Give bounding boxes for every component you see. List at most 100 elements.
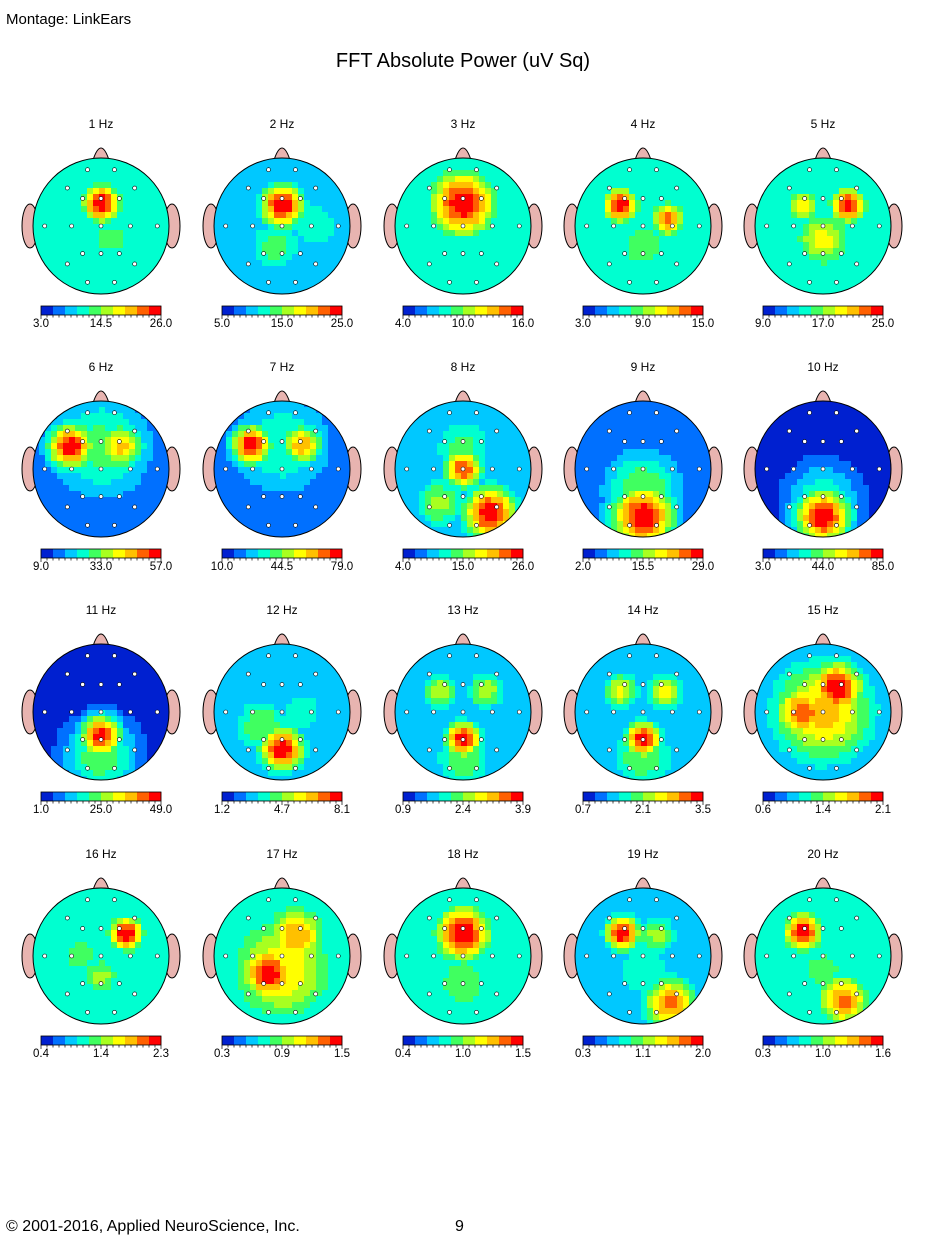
electrode-dot (674, 915, 679, 921)
scale-tick-label: 10.0 (451, 318, 475, 330)
map-frequency-label: 20 Hz (807, 847, 839, 861)
electrode-dot (442, 926, 447, 931)
electrode-dot (298, 981, 303, 986)
electrode-dot (654, 897, 659, 902)
electrode-dot (474, 653, 479, 658)
electrode-dot (654, 653, 659, 658)
electrode-dot (474, 523, 479, 528)
electrode-dot (279, 223, 285, 229)
electrode-dot (98, 196, 104, 201)
electrode-dot (98, 709, 104, 715)
electrode-dot (98, 953, 104, 959)
electrode-dot (98, 981, 104, 986)
electrode-dot (250, 466, 255, 472)
electrode-dot (442, 494, 447, 499)
map-frequency-label: 17 Hz (266, 847, 298, 861)
electrode-dot (80, 981, 85, 986)
montage-label: Montage: LinkEars (6, 11, 132, 28)
electrode-dot (65, 671, 70, 677)
electrode-dot (627, 410, 632, 415)
head-map (383, 390, 543, 562)
electrode-dot (787, 915, 792, 921)
electrode-dot (98, 223, 104, 229)
electrode-dot (584, 223, 589, 229)
electrode-dot (640, 439, 646, 444)
electrode-dot (659, 926, 664, 931)
scale-tick-label: 1.1 (635, 1048, 651, 1060)
electrode-dot (791, 953, 796, 959)
electrode-dot (697, 223, 702, 229)
electrode-dot (839, 682, 844, 687)
color-scale-bar (762, 548, 884, 562)
electrode-dot (820, 439, 826, 444)
electrode-dot (622, 196, 627, 201)
head-map (202, 147, 362, 319)
electrode-dot (674, 671, 679, 677)
map-frequency-label: 14 Hz (627, 603, 659, 617)
electrode-dot (460, 494, 466, 499)
electrode-dot (834, 167, 839, 172)
electrode-dot (431, 953, 436, 959)
electrode-dot (791, 709, 796, 715)
electrode-dot (474, 410, 479, 415)
head-outline (754, 400, 892, 538)
electrode-dot (85, 410, 90, 415)
electrode-dot (246, 991, 251, 997)
electrode-dot (223, 466, 228, 472)
electrode-dot (517, 223, 522, 229)
head-outline (394, 400, 532, 538)
head-map (202, 390, 362, 562)
electrode-dot (117, 737, 122, 742)
electrode-dot (427, 428, 432, 434)
electrode-dot (298, 439, 303, 444)
scale-tick-label: 1.2 (214, 804, 230, 816)
scale-tick-label: 26.0 (511, 561, 535, 573)
electrode-dot (659, 251, 664, 256)
color-scale-bar (221, 1035, 343, 1049)
scale-tick-label: 4.0 (395, 561, 411, 573)
electrode-dot (246, 261, 251, 267)
electrode-dot (479, 682, 484, 687)
color-scale-bar (221, 305, 343, 319)
electrode-dot (42, 223, 47, 229)
electrode-dot (877, 466, 882, 472)
scale-tick-label: 2.0 (695, 1048, 711, 1060)
electrode-dot (479, 251, 484, 256)
head-outline (394, 643, 532, 781)
electrode-dot (298, 737, 303, 742)
electrode-dot (85, 897, 90, 902)
head-outline (754, 643, 892, 781)
electrode-dot (246, 747, 251, 753)
electrode-dot (427, 504, 432, 510)
electrode-dot (802, 196, 807, 201)
electrode-dot (279, 196, 285, 201)
electrode-dot (80, 439, 85, 444)
page-title: FFT Absolute Power (uV Sq) (335, 50, 591, 72)
electrode-dot (611, 223, 616, 229)
electrode-dot (112, 766, 117, 771)
electrode-dot (266, 897, 271, 902)
electrode-dot (42, 709, 47, 715)
head-outline (574, 887, 712, 1025)
head-outline (213, 157, 351, 295)
electrode-dot (261, 737, 266, 742)
electrode-dot (640, 466, 646, 472)
electrode-dot (117, 196, 122, 201)
scale-tick-label: 85.0 (871, 561, 895, 573)
scale-tick-label: 15.0 (451, 561, 475, 573)
electrode-dot (250, 953, 255, 959)
electrode-dot (674, 747, 679, 753)
electrode-dot (494, 185, 499, 191)
electrode-dot (298, 682, 303, 687)
electrode-dot (112, 1010, 117, 1015)
scale-tick-label: 1.4 (93, 1048, 109, 1060)
electrode-dot (80, 682, 85, 687)
electrode-dot (820, 223, 826, 229)
electrode-dot (85, 653, 90, 658)
electrode-dot (764, 223, 769, 229)
electrode-dot (607, 747, 612, 753)
map-frequency-label: 12 Hz (266, 603, 298, 617)
color-scale-bar (402, 1035, 524, 1049)
electrode-dot (65, 747, 70, 753)
electrode-dot (447, 766, 452, 771)
